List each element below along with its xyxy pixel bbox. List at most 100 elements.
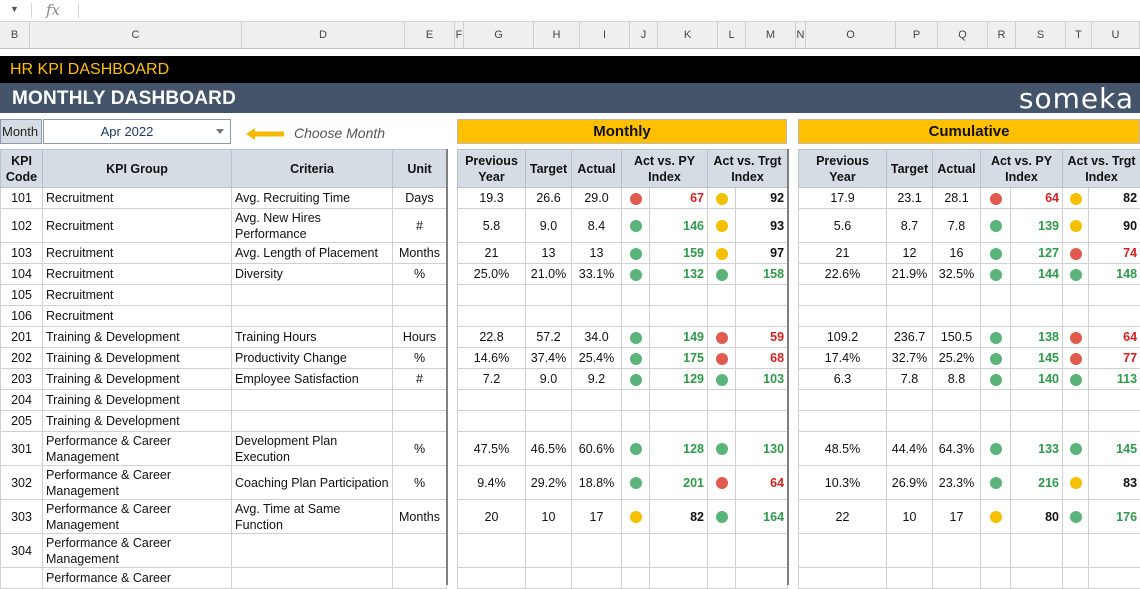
py-index-indicator-cell[interactable] <box>981 411 1011 432</box>
actual-cell[interactable]: 8.4 <box>572 209 622 243</box>
kpi-group-cell[interactable]: Recruitment <box>43 209 232 243</box>
unit-cell[interactable]: Months <box>393 500 447 534</box>
kpi-group-cell[interactable]: Performance & Career <box>43 568 232 589</box>
target-index-value-cell[interactable]: 59 <box>736 327 788 348</box>
previous-year-cell[interactable]: 19.3 <box>458 188 526 209</box>
name-box-dropdown-icon[interactable]: ▼ <box>10 4 19 14</box>
target-cell[interactable]: 9.0 <box>526 209 572 243</box>
kpi-group-cell[interactable]: Recruitment <box>43 285 232 306</box>
criteria-cell[interactable] <box>232 411 393 432</box>
kpi-group-cell[interactable]: Training & Development <box>43 327 232 348</box>
target-index-value-cell[interactable] <box>1089 534 1140 568</box>
py-index-value-cell[interactable]: 139 <box>1011 209 1063 243</box>
column-header-i[interactable]: I <box>580 22 630 48</box>
actual-cell[interactable]: 17 <box>933 500 981 534</box>
target-index-value-cell[interactable]: 64 <box>736 466 788 500</box>
target-index-value-cell[interactable] <box>736 390 788 411</box>
kpi-code-cell[interactable]: 301 <box>1 432 43 466</box>
py-index-value-cell[interactable] <box>650 534 708 568</box>
target-index-value-cell[interactable]: 83 <box>1089 466 1140 500</box>
target-index-indicator-cell[interactable] <box>708 500 736 534</box>
target-cell[interactable]: 23.1 <box>887 188 933 209</box>
py-index-indicator-cell[interactable] <box>622 369 650 390</box>
column-header-l[interactable]: L <box>718 22 746 48</box>
previous-year-cell[interactable]: 10.3% <box>799 466 887 500</box>
kpi-group-cell[interactable]: Recruitment <box>43 264 232 285</box>
previous-year-cell[interactable]: 7.2 <box>458 369 526 390</box>
kpi-group-cell[interactable]: Training & Development <box>43 369 232 390</box>
column-header-q[interactable]: Q <box>938 22 988 48</box>
column-header-t[interactable]: T <box>1066 22 1092 48</box>
py-index-value-cell[interactable] <box>1011 390 1063 411</box>
actual-cell[interactable]: 32.5% <box>933 264 981 285</box>
kpi-code-cell[interactable]: 303 <box>1 500 43 534</box>
kpi-code-cell[interactable]: 302 <box>1 466 43 500</box>
column-header-d[interactable]: D <box>242 22 405 48</box>
previous-year-cell[interactable]: 14.6% <box>458 348 526 369</box>
target-index-indicator-cell[interactable] <box>708 327 736 348</box>
criteria-cell[interactable]: Avg. Length of Placement <box>232 243 393 264</box>
py-index-value-cell[interactable]: 144 <box>1011 264 1063 285</box>
actual-cell[interactable]: 60.6% <box>572 432 622 466</box>
kpi-code-cell[interactable]: 204 <box>1 390 43 411</box>
actual-cell[interactable]: 18.8% <box>572 466 622 500</box>
py-index-indicator-cell[interactable] <box>622 188 650 209</box>
unit-cell[interactable]: % <box>393 348 447 369</box>
target-index-indicator-cell[interactable] <box>708 285 736 306</box>
unit-cell[interactable]: # <box>393 209 447 243</box>
target-index-value-cell[interactable]: 93 <box>736 209 788 243</box>
kpi-group-cell[interactable]: Performance & Career Management <box>43 432 232 466</box>
py-index-indicator-cell[interactable] <box>981 188 1011 209</box>
previous-year-cell[interactable] <box>799 390 887 411</box>
kpi-group-cell[interactable]: Recruitment <box>43 243 232 264</box>
column-header-m[interactable]: M <box>746 22 796 48</box>
previous-year-cell[interactable]: 20 <box>458 500 526 534</box>
previous-year-cell[interactable] <box>799 306 887 327</box>
target-index-indicator-cell[interactable] <box>708 390 736 411</box>
py-index-value-cell[interactable]: 129 <box>650 369 708 390</box>
previous-year-cell[interactable]: 21 <box>799 243 887 264</box>
target-index-value-cell[interactable] <box>736 306 788 327</box>
kpi-group-cell[interactable]: Training & Development <box>43 411 232 432</box>
target-index-value-cell[interactable]: 164 <box>736 500 788 534</box>
py-index-value-cell[interactable]: 140 <box>1011 369 1063 390</box>
target-index-value-cell[interactable]: 148 <box>1089 264 1140 285</box>
target-index-value-cell[interactable]: 130 <box>736 432 788 466</box>
column-header-c[interactable]: C <box>30 22 242 48</box>
previous-year-cell[interactable]: 22 <box>799 500 887 534</box>
py-index-value-cell[interactable]: 145 <box>1011 348 1063 369</box>
target-index-indicator-cell[interactable] <box>1063 432 1089 466</box>
unit-cell[interactable]: % <box>393 466 447 500</box>
target-index-indicator-cell[interactable] <box>1063 209 1089 243</box>
previous-year-cell[interactable] <box>458 306 526 327</box>
previous-year-cell[interactable] <box>458 411 526 432</box>
target-index-value-cell[interactable]: 145 <box>1089 432 1140 466</box>
target-cell[interactable]: 46.5% <box>526 432 572 466</box>
kpi-code-cell[interactable]: 104 <box>1 264 43 285</box>
target-index-indicator-cell[interactable] <box>1063 306 1089 327</box>
previous-year-cell[interactable]: 17.4% <box>799 348 887 369</box>
actual-cell[interactable] <box>572 390 622 411</box>
target-index-value-cell[interactable]: 176 <box>1089 500 1140 534</box>
target-index-value-cell[interactable]: 158 <box>736 264 788 285</box>
kpi-group-cell[interactable]: Recruitment <box>43 188 232 209</box>
target-cell[interactable] <box>887 411 933 432</box>
py-index-indicator-cell[interactable] <box>622 285 650 306</box>
py-index-indicator-cell[interactable] <box>622 348 650 369</box>
previous-year-cell[interactable]: 109.2 <box>799 327 887 348</box>
target-index-indicator-cell[interactable] <box>1063 369 1089 390</box>
kpi-code-cell[interactable]: 101 <box>1 188 43 209</box>
target-cell[interactable]: 57.2 <box>526 327 572 348</box>
unit-cell[interactable] <box>393 411 447 432</box>
unit-cell[interactable]: Days <box>393 188 447 209</box>
criteria-cell[interactable]: Training Hours <box>232 327 393 348</box>
target-index-indicator-cell[interactable] <box>708 209 736 243</box>
py-index-value-cell[interactable] <box>650 306 708 327</box>
py-index-indicator-cell[interactable] <box>981 306 1011 327</box>
actual-cell[interactable] <box>572 568 622 589</box>
criteria-cell[interactable] <box>232 285 393 306</box>
py-index-value-cell[interactable] <box>650 285 708 306</box>
kpi-group-cell[interactable]: Performance & Career Management <box>43 500 232 534</box>
target-index-value-cell[interactable]: 92 <box>736 188 788 209</box>
kpi-group-cell[interactable]: Training & Development <box>43 390 232 411</box>
